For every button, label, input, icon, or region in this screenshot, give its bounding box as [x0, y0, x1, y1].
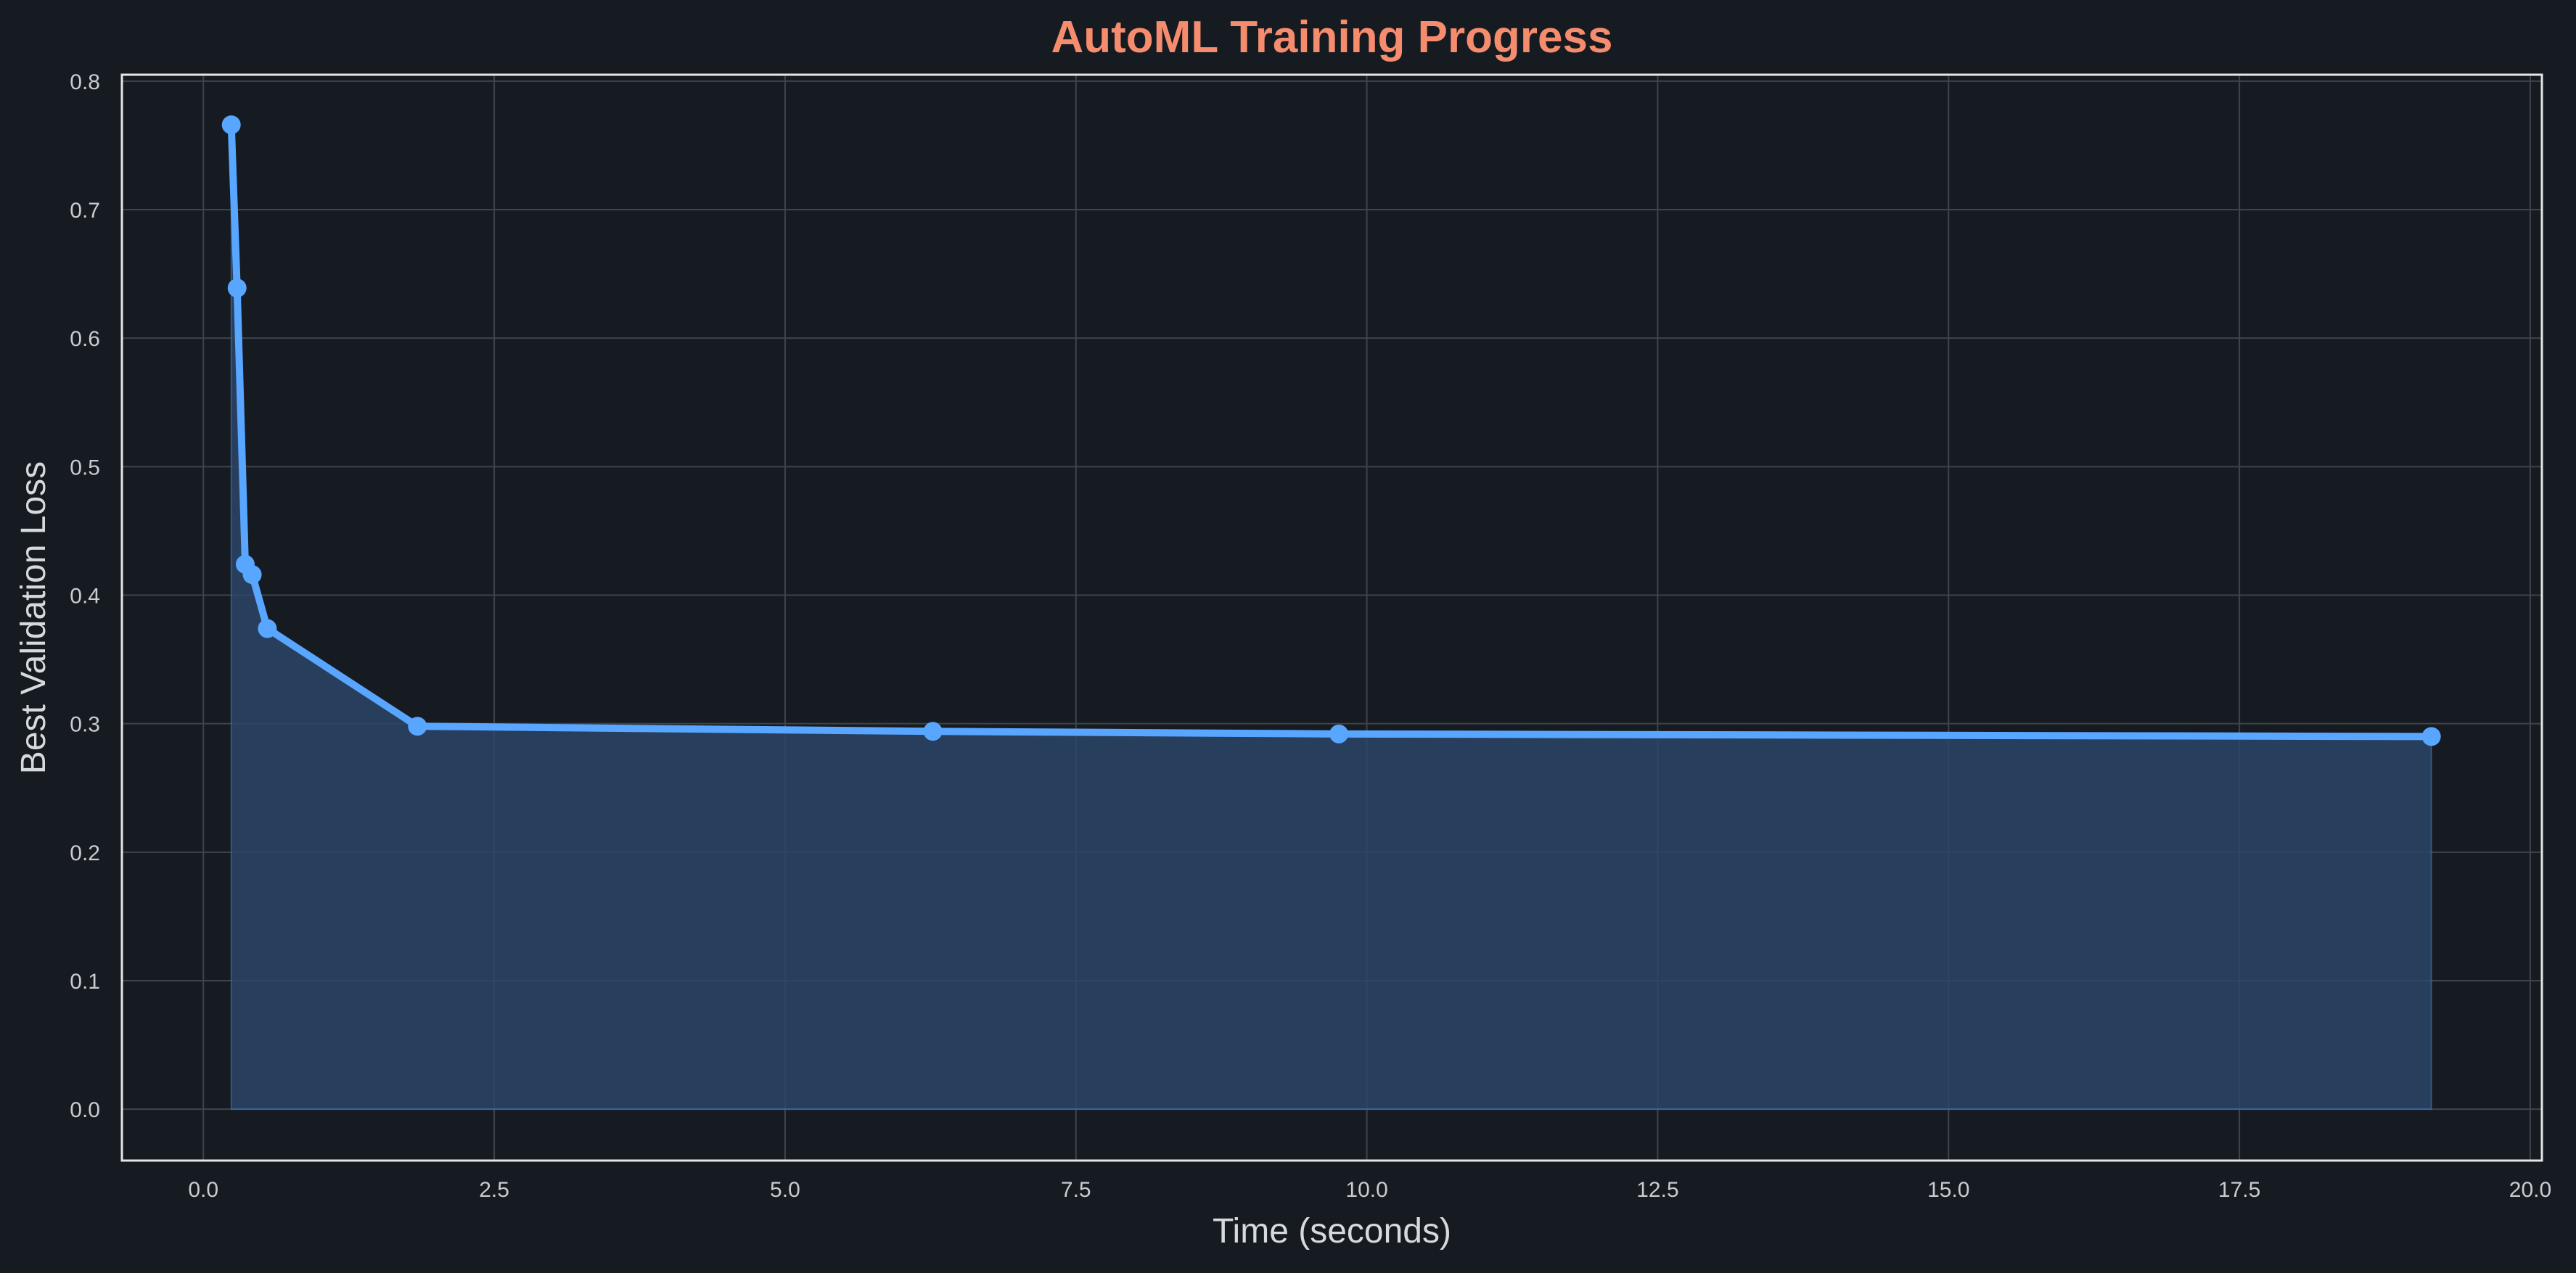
- point-layer: [221, 115, 2441, 746]
- data-point: [2421, 727, 2441, 746]
- y-tick-label: 0.2: [70, 841, 100, 865]
- chart-title: AutoML Training Progress: [1051, 12, 1613, 62]
- series-area: [230, 125, 2432, 1111]
- x-tick-label: 7.5: [1061, 1178, 1091, 1202]
- y-tick-labels: 0.0 0.1 0.2 0.3 0.4 0.5 0.6 0.7 0.8: [70, 70, 100, 1122]
- x-tick-label: 17.5: [2218, 1178, 2260, 1202]
- x-axis-label: Time (seconds): [1213, 1212, 1451, 1251]
- x-tick-label: 20.0: [2509, 1178, 2551, 1202]
- y-tick-label: 0.5: [70, 456, 100, 479]
- x-tick-label: 15.0: [1927, 1178, 1969, 1202]
- x-tick-label: 10.0: [1345, 1178, 1387, 1202]
- y-tick-label: 0.8: [70, 70, 100, 94]
- y-tick-label: 0.3: [70, 713, 100, 737]
- data-point: [242, 565, 262, 585]
- area-layer: [230, 125, 2432, 1111]
- y-axis-label: Best Validation Loss: [15, 461, 53, 774]
- series-line: [227, 121, 2435, 741]
- y-tick-label: 0.4: [70, 584, 100, 608]
- x-tick-label: 2.5: [479, 1178, 509, 1202]
- y-tick-label: 0.0: [70, 1098, 100, 1122]
- x-tick-label: 12.5: [1636, 1178, 1678, 1202]
- x-tick-label: 5.0: [770, 1178, 800, 1202]
- data-point: [923, 722, 943, 741]
- x-tick-label: 0.0: [188, 1178, 218, 1202]
- data-point: [408, 717, 427, 736]
- plot-frame: [120, 73, 2543, 1162]
- line-layer: [227, 121, 2435, 741]
- data-point: [221, 115, 241, 135]
- data-point: [258, 619, 277, 638]
- data-point: [227, 279, 247, 298]
- data-point: [1329, 724, 1349, 743]
- y-tick-label: 0.1: [70, 970, 100, 994]
- y-tick-label: 0.7: [70, 199, 100, 223]
- y-tick-label: 0.6: [70, 327, 100, 351]
- x-tick-labels: 0.0 2.5 5.0 7.5 10.0 12.5 15.0 17.5 20.0: [188, 1178, 2551, 1202]
